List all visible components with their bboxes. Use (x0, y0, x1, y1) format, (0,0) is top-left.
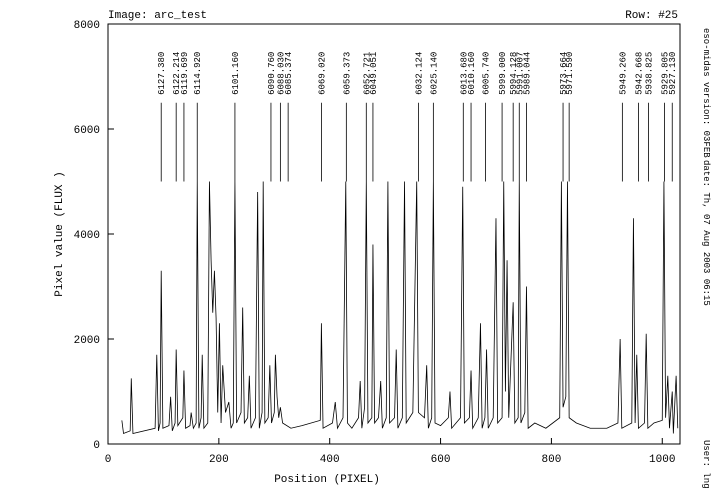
line-id-label: 6101.160 (231, 52, 241, 95)
line-id-label: 6127.380 (157, 52, 167, 95)
line-id-label: 5971.590 (565, 52, 575, 95)
user: User: lng (701, 440, 711, 489)
x-axis-title: Position (PIXEL) (274, 474, 380, 486)
y-axis-title: Pixel value (FLUX ) (54, 171, 66, 296)
line-id-label: 5973.664 (559, 52, 569, 95)
version: eso-midas version: 03FEB (701, 28, 711, 158)
line-id-label: 6052.721 (362, 52, 372, 95)
line-id-label: 5989.044 (522, 52, 532, 95)
x-tick-label: 200 (209, 454, 229, 466)
line-id-label: 6025.140 (429, 52, 439, 95)
line-id-label: 6013.680 (459, 52, 469, 95)
line-id-label: 5999.000 (498, 52, 508, 95)
line-id-label: 5927.130 (668, 52, 678, 95)
x-tick-label: 1000 (649, 454, 675, 466)
line-id-label: 5929.805 (660, 52, 670, 95)
y-tick-label: 2000 (74, 335, 100, 347)
line-id-label: 6114.920 (193, 52, 203, 95)
line-id-label: 6088.030 (276, 52, 286, 95)
image-name: Image: arc_test (108, 10, 207, 22)
y-tick-label: 8000 (74, 20, 100, 32)
y-tick-label: 6000 (74, 125, 100, 137)
line-id-label: 6059.373 (342, 52, 352, 95)
line-id-label: 6010.160 (467, 52, 477, 95)
line-id-label: 6049.051 (369, 52, 379, 95)
line-id-label: 6085.374 (284, 52, 294, 95)
spectrum-line (121, 181, 679, 435)
row-label: Row: #25 (625, 10, 678, 22)
x-tick-label: 800 (542, 454, 562, 466)
x-tick-label: 600 (431, 454, 451, 466)
line-id-label: 5949.260 (618, 52, 628, 95)
line-id-label: 6069.020 (317, 52, 327, 95)
line-id-label: 6005.740 (481, 52, 491, 95)
line-id-label: 6032.124 (414, 52, 424, 95)
y-tick-label: 0 (93, 440, 100, 452)
y-tick-label: 4000 (74, 230, 100, 242)
line-id-label: 5938.825 (644, 52, 654, 95)
line-id-label: 6122.214 (172, 52, 182, 95)
line-id-label: 6119.699 (180, 52, 190, 95)
line-id-label: 5942.668 (634, 52, 644, 95)
date: date: Th, 07 Aug 2003 06:15 (701, 160, 711, 306)
line-id-label: 5994.128 (509, 52, 519, 95)
line-id-label: 5991.007 (515, 52, 525, 95)
x-tick-label: 0 (105, 454, 112, 466)
x-tick-label: 400 (320, 454, 340, 466)
line-id-label: 6090.760 (267, 52, 277, 95)
